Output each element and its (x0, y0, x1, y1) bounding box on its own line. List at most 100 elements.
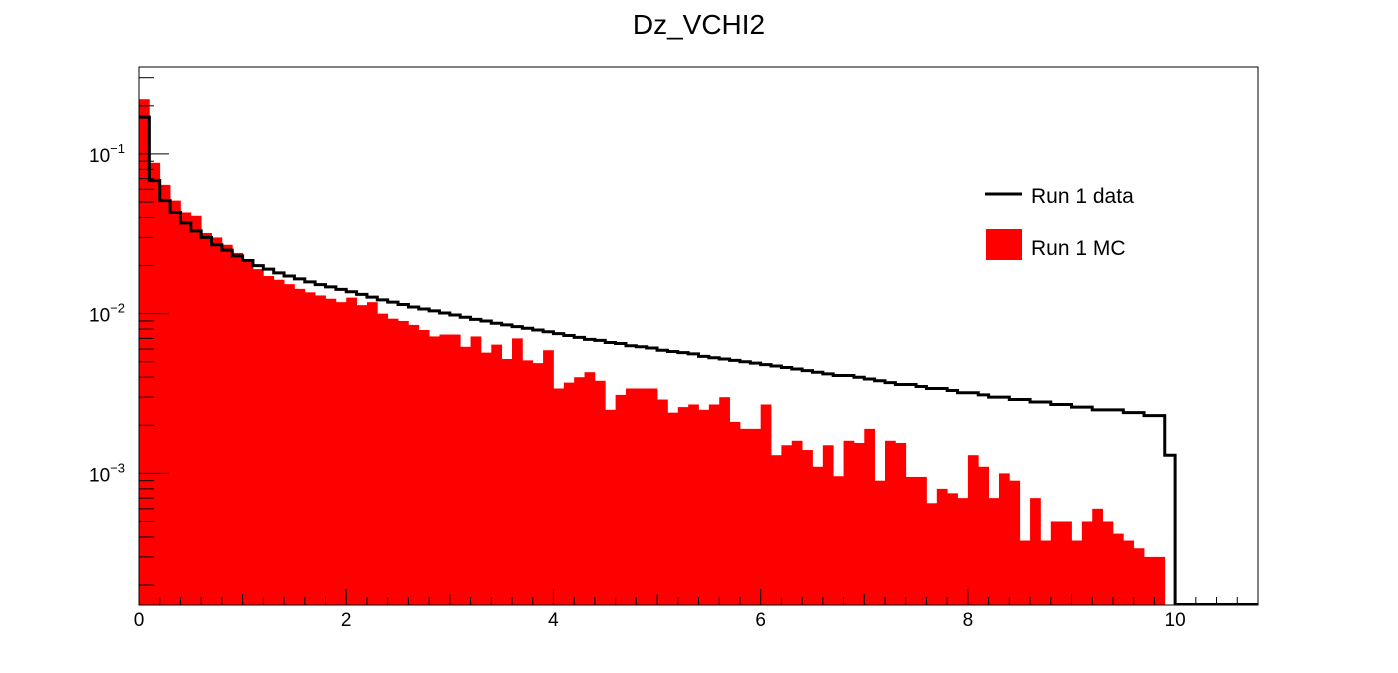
mc-bar (822, 445, 834, 605)
mc-bar (667, 412, 679, 605)
mc-bar (843, 440, 855, 605)
mc-bar (1050, 521, 1062, 605)
mc-bar (170, 200, 181, 606)
mc-bar (833, 476, 844, 605)
mc-bar (1144, 556, 1155, 605)
mc-bar (771, 455, 782, 605)
mc-bar (553, 388, 565, 605)
mc-bar (377, 313, 389, 605)
mc-bar (1081, 521, 1093, 605)
mc-bar (201, 232, 212, 605)
mc-bar (1133, 548, 1145, 605)
mc-bar (978, 466, 990, 605)
mc-bar (1102, 521, 1114, 605)
mc-bar (418, 330, 430, 605)
mc-bar (460, 346, 471, 605)
x-tick-label: 6 (755, 610, 766, 631)
mc-bar (1040, 540, 1052, 605)
chart-title: Dz_VCHI2 (633, 9, 765, 40)
legend: Run 1 data Run 1 MC (985, 185, 1134, 260)
mc-bar (636, 388, 648, 605)
mc-bar (1009, 480, 1021, 605)
y-tick-label: 10−1 (89, 141, 125, 167)
mc-bar (211, 237, 223, 605)
x-tick-label: 0 (134, 610, 145, 631)
mc-bar (366, 302, 378, 605)
x-tick-label: 2 (341, 610, 352, 631)
mc-bar (791, 440, 803, 605)
mc-bar (252, 269, 264, 605)
mc-bar (584, 372, 596, 605)
legend-mc-fill-swatch (986, 229, 1022, 260)
mc-bar (1019, 540, 1031, 605)
mc-bar (1071, 540, 1083, 605)
mc-bar (284, 284, 295, 605)
mc-bar (335, 302, 347, 605)
mc-bar (501, 359, 513, 605)
mc-bar (812, 466, 824, 605)
mc-bar (574, 377, 585, 605)
mc-bar (967, 455, 979, 605)
mc-bar (190, 215, 202, 605)
mc-bar (947, 493, 958, 605)
mc-bar (159, 184, 171, 605)
mc-bar (232, 252, 244, 605)
mc-bar (625, 388, 637, 605)
mc-bar (802, 450, 813, 605)
mc-bar (708, 404, 720, 605)
data-step-histogram (139, 115, 1177, 605)
mc-bar (273, 279, 285, 605)
mc-bar (739, 428, 751, 605)
mc-bar (139, 99, 150, 606)
mc-bar (926, 503, 938, 605)
mc-bar (874, 480, 886, 605)
mc-bar (594, 380, 606, 605)
mc-bar (346, 297, 357, 605)
mc-bar (657, 399, 668, 605)
mc-bar (988, 498, 1000, 605)
mc-bar (439, 334, 451, 605)
mc-bar (957, 498, 969, 605)
mc-bar (304, 292, 316, 605)
legend-label-data: Run 1 data (1031, 185, 1134, 208)
mc-bar (522, 360, 534, 605)
mc-bar (221, 244, 233, 606)
mc-bar (543, 350, 554, 605)
mc-bar (729, 421, 741, 605)
mc-bar (905, 476, 917, 605)
mc-bar (646, 388, 658, 605)
mc-bar (916, 476, 927, 605)
mc-bar (895, 442, 907, 605)
mc-bar (1030, 498, 1041, 605)
x-tick-label: 4 (548, 610, 559, 631)
mc-bar (398, 320, 409, 605)
x-axis: 0 2 4 6 8 10 (134, 589, 1259, 631)
mc-bar (1154, 556, 1166, 605)
mc-histogram-series (139, 99, 1166, 606)
y-axis: 10−3 10−2 10−1 (89, 77, 169, 586)
mc-bar (698, 409, 710, 605)
mc-bar (512, 338, 523, 605)
mc-bar (449, 334, 461, 605)
mc-bar (470, 336, 482, 605)
mc-bar (1123, 540, 1135, 605)
mc-bar (677, 407, 689, 605)
mc-bar (480, 352, 492, 605)
mc-bar (356, 305, 368, 605)
mc-bar (315, 295, 326, 605)
mc-bar (263, 276, 275, 605)
mc-bar (760, 404, 772, 605)
mc-bar (242, 260, 254, 605)
mc-bar (180, 212, 192, 605)
mc-bar (563, 382, 575, 605)
mc-bar (1061, 521, 1072, 605)
x-tick-label: 8 (963, 610, 974, 631)
mc-bar (491, 344, 503, 605)
mc-bar (615, 394, 627, 605)
mc-bar (1092, 508, 1103, 605)
mc-bar (750, 428, 762, 605)
mc-bar (688, 404, 699, 605)
mc-bar (325, 298, 337, 605)
mc-bar (719, 397, 730, 605)
